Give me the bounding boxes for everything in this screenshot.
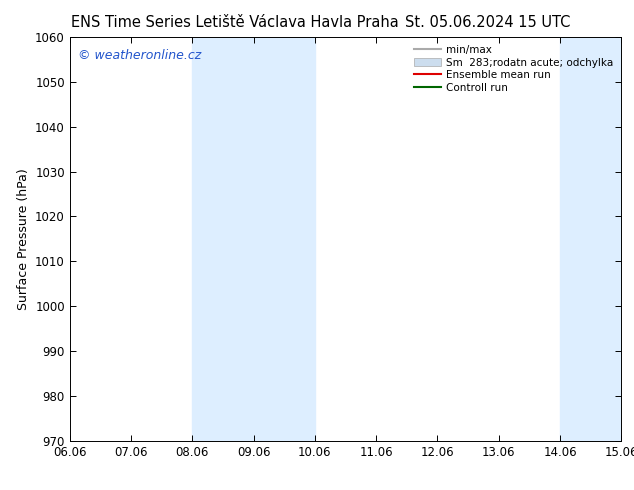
Text: ENS Time Series Letiště Václava Havla Praha: ENS Time Series Letiště Václava Havla Pr… <box>71 15 398 30</box>
Bar <box>192 37 315 441</box>
Text: St. 05.06.2024 15 UTC: St. 05.06.2024 15 UTC <box>406 15 571 30</box>
Legend: min/max, Sm  283;rodatn acute; odchylka, Ensemble mean run, Controll run: min/max, Sm 283;rodatn acute; odchylka, … <box>411 42 616 96</box>
Text: © weatheronline.cz: © weatheronline.cz <box>78 49 201 62</box>
Y-axis label: Surface Pressure (hPa): Surface Pressure (hPa) <box>16 168 30 310</box>
Bar <box>560 37 621 441</box>
